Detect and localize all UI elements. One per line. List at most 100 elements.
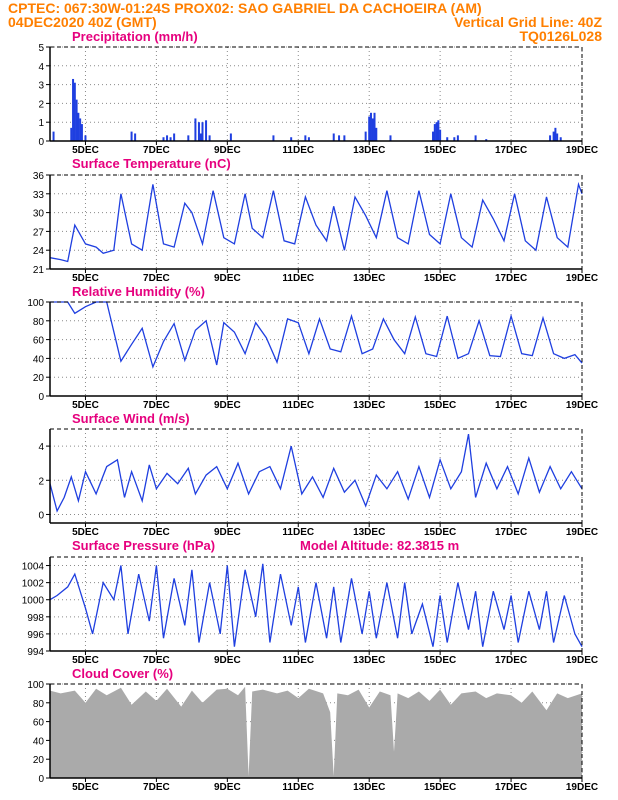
y-tick-label: 1004 (22, 562, 45, 573)
y-tick-label: 1000 (22, 596, 45, 607)
panel-wind: 0 2 4 5DEC 7DEC 9DEC 11DEC 13DEC 15DEC 17DEC 19DEC… (38, 411, 598, 538)
y-tick-label: 0 (38, 137, 44, 148)
pres-series-line (49, 563, 583, 648)
x-tick-label: 13DEC (353, 655, 385, 666)
y-tick-label: 21 (33, 265, 45, 276)
y-tick-label: 80 (33, 699, 45, 710)
y-tick-label: 60 (33, 718, 45, 729)
header-station: CPTEC: 067:30W-01:24S PROX02: SAO GABRIE… (8, 0, 482, 16)
x-tick-label: 15DEC (424, 655, 456, 666)
panel-title-pres: Surface Pressure (hPa) (72, 538, 215, 553)
precip-bar (72, 78, 75, 141)
x-tick-label: 17DEC (495, 782, 527, 793)
y-tick-label: 40 (33, 736, 45, 747)
precip-bar (371, 118, 374, 141)
y-tick-label: 1002 (22, 579, 45, 590)
precip-bar (389, 135, 392, 141)
cloud-area (50, 686, 582, 778)
x-tick-label: 11DEC (282, 655, 314, 666)
precip-bar (554, 127, 557, 141)
x-tick-label: 19DEC (566, 527, 598, 538)
x-tick-label: 5DEC (72, 782, 99, 793)
rh-series-line (50, 301, 583, 369)
x-tick-label: 15DEC (424, 145, 456, 156)
precip-bar (162, 137, 165, 141)
y-tick-label: 24 (33, 246, 45, 257)
x-tick-label: 11DEC (282, 527, 314, 538)
x-tick-label: 17DEC (495, 655, 527, 666)
precip-bar (304, 135, 307, 141)
y-tick-label: 0 (38, 392, 44, 403)
y-tick-label: 0 (38, 774, 44, 785)
precip-bar (79, 118, 82, 141)
precip-bar (369, 112, 372, 141)
header-grid-line: Vertical Grid Line: 40Z (454, 14, 602, 30)
x-tick-label: 17DEC (495, 527, 527, 538)
precip-bar (290, 137, 293, 141)
y-tick-label: 20 (33, 373, 45, 384)
x-tick-label: 11DEC (282, 400, 314, 411)
x-tick-label: 19DEC (566, 400, 598, 411)
precip-bar (80, 124, 83, 141)
x-tick-label: 9DEC (214, 527, 241, 538)
y-tick-label: 40 (33, 354, 45, 365)
x-tick-label: 9DEC (214, 273, 241, 284)
x-tick-label: 7DEC (143, 400, 170, 411)
y-tick-label: 994 (27, 647, 44, 658)
precip-bar (75, 99, 78, 141)
precip-bar (559, 137, 562, 141)
y-tick-label: 20 (33, 755, 45, 766)
x-tick-label: 5DEC (72, 655, 99, 666)
panel-title-cloud: Cloud Cover (%) (72, 666, 173, 681)
precip-bar (474, 135, 477, 141)
panel-temp: 21 24 27 30 33 36 5DEC 7DEC 9DEC 11DEC 13DEC 15DEC 1… (33, 156, 598, 284)
x-tick-label: 13DEC (353, 527, 385, 538)
y-tick-label: 2 (38, 99, 44, 110)
y-tick-label: 60 (33, 336, 45, 347)
x-tick-label: 5DEC (72, 273, 99, 284)
precip-bar (485, 139, 488, 141)
x-tick-label: 15DEC (424, 273, 456, 284)
y-tick-label: 27 (33, 227, 45, 238)
precip-bar (205, 120, 208, 141)
x-tick-label: 19DEC (566, 145, 598, 156)
precip-bar (338, 135, 341, 141)
panel-pres: 994 996 998 1000 1002 1004 5DEC 7DEC 9DEC 11DEC 13… (22, 538, 598, 666)
precip-bar (446, 137, 449, 141)
header-date: 04DEC2020 40Z (GMT) (8, 14, 157, 30)
x-tick-label: 15DEC (424, 400, 456, 411)
x-tick-label: 13DEC (353, 782, 385, 793)
precip-bar (437, 120, 440, 141)
panel-title-rh: Relative Humidity (%) (72, 284, 205, 299)
y-tick-label: 100 (27, 680, 44, 691)
precip-bar (187, 135, 190, 141)
x-tick-label: 19DEC (566, 655, 598, 666)
panel-precip: 0 1 2 3 4 5 5DEC 7DEC 9DEC 11DEC 13DEC 15DEC 17DEC 19… (38, 29, 598, 156)
precip-bar (435, 122, 438, 141)
precip-bar (343, 135, 346, 141)
precip-bar (194, 118, 197, 141)
x-tick-label: 7DEC (143, 527, 170, 538)
panel-title-wind: Surface Wind (m/s) (72, 411, 190, 426)
precip-bar (84, 135, 87, 141)
y-tick-label: 4 (38, 62, 44, 73)
x-tick-label: 17DEC (495, 145, 527, 156)
precip-bar (208, 135, 211, 141)
x-tick-label: 17DEC (495, 400, 527, 411)
panel-cloud: 0 20 40 60 80 100 5DEC 7DEC 9DEC 11DEC 13DEC 15DEC 1… (27, 666, 598, 793)
x-tick-label: 7DEC (143, 655, 170, 666)
temp-series-line (49, 181, 583, 263)
precip-bar (368, 116, 371, 141)
x-tick-label: 7DEC (143, 273, 170, 284)
precip-bar (373, 112, 376, 141)
header-model-id: TQ0126L028 (519, 28, 603, 44)
wind-series-line (49, 433, 583, 513)
precip-bar (201, 122, 204, 141)
precip-bar (432, 131, 435, 141)
precip-bar (433, 124, 436, 141)
y-tick-label: 1 (38, 118, 44, 129)
model-altitude-label: Model Altitude: 82.3815 m (300, 538, 459, 553)
precip-bar (307, 137, 310, 141)
x-tick-label: 15DEC (424, 782, 456, 793)
